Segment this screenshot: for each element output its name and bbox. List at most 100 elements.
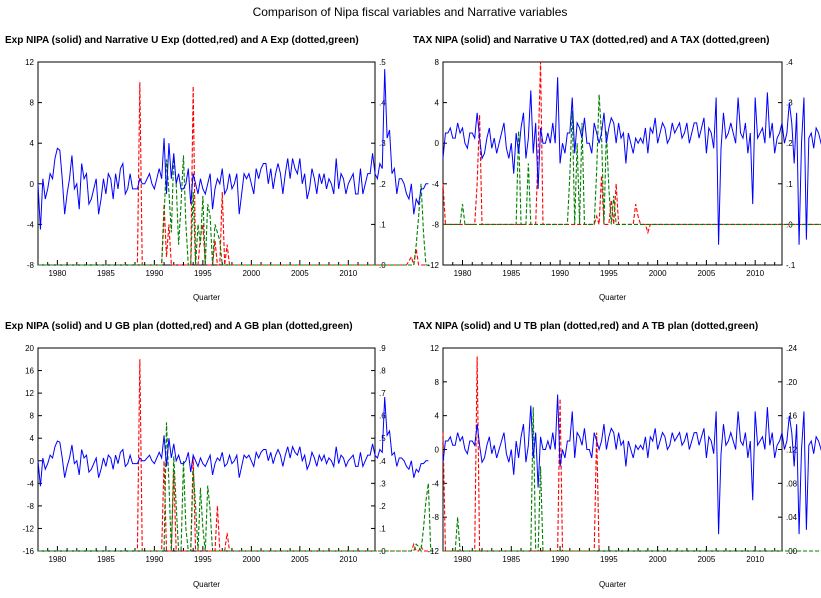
left-axis-tick-label: 4 <box>30 139 35 148</box>
right-axis-tick-label: .20 <box>786 378 798 387</box>
plot-frame <box>37 61 376 266</box>
left-axis-tick-label: 8 <box>435 58 440 67</box>
right-axis-tick-label: .08 <box>786 479 798 488</box>
x-axis-tick-label: 1985 <box>97 269 115 278</box>
plot-frame <box>442 347 783 552</box>
x-axis-tick-label: 1990 <box>551 269 569 278</box>
left-axis-tick-label: -12 <box>427 547 439 556</box>
right-axis-tick-label: .6 <box>379 412 386 421</box>
x-axis-tick-label: 1980 <box>48 269 66 278</box>
x-axis-tick-label: 1980 <box>454 555 472 564</box>
x-axis-tick-label: 2005 <box>697 269 715 278</box>
left-axis-tick-label: -8 <box>27 502 35 511</box>
right-axis-tick-label: .5 <box>379 58 386 67</box>
x-axis-tick-label: 1980 <box>454 269 472 278</box>
left-axis-tick-label: -4 <box>432 180 440 189</box>
right-axis-tick-label: .9 <box>379 344 386 353</box>
x-axis-tick-label: 1995 <box>194 555 212 564</box>
left-axis-tick-label: 8 <box>435 378 440 387</box>
left-axis-tick-label: 0 <box>30 457 35 466</box>
left-axis-tick-label: -4 <box>432 479 440 488</box>
left-axis-tick-label: -8 <box>432 513 440 522</box>
left-axis-tick-label: 16 <box>25 367 34 376</box>
figure-title: Comparison of Nipa fiscal variables and … <box>253 5 568 19</box>
x-axis-tick-label: 2005 <box>291 269 309 278</box>
plot-frame <box>37 347 376 552</box>
right-axis-tick-label: .8 <box>379 367 386 376</box>
right-axis-tick-label: .16 <box>786 412 798 421</box>
left-axis-tick-label: 8 <box>30 99 35 108</box>
x-axis-tick-label: 1995 <box>600 555 618 564</box>
x-axis-tick-label: 2000 <box>649 555 667 564</box>
x-axis-tick-label: 1995 <box>194 269 212 278</box>
left-axis-tick-label: -8 <box>27 261 35 270</box>
right-axis-tick-label: .4 <box>379 99 386 108</box>
left-axis-tick-label: 12 <box>25 389 34 398</box>
series-green-dashed <box>38 155 431 266</box>
x-axis-tick-label: 1985 <box>97 555 115 564</box>
x-axis-tick-label: 1985 <box>502 555 520 564</box>
left-axis-tick-label: -4 <box>27 220 35 229</box>
plot-frame <box>442 61 783 266</box>
x-axis-tick-label: 2010 <box>339 269 357 278</box>
right-axis-tick-label: .1 <box>379 524 386 533</box>
x-axis-tick-label: 2010 <box>746 555 764 564</box>
left-axis-tick-label: 0 <box>435 139 440 148</box>
left-axis-tick-label: 8 <box>30 412 35 421</box>
x-axis-tick-label: 2000 <box>242 269 260 278</box>
left-axis-tick-label: 4 <box>30 434 35 443</box>
left-axis-tick-label: 0 <box>30 180 35 189</box>
left-axis-tick-label: 12 <box>25 58 34 67</box>
x-axis-label: Quarter <box>193 293 220 302</box>
right-axis-tick-label: .24 <box>786 344 798 353</box>
series-blue-solid <box>37 69 429 230</box>
series-blue-solid <box>442 394 821 535</box>
right-axis-tick-label: .4 <box>786 58 793 67</box>
left-axis-tick-label: -12 <box>22 524 34 533</box>
x-axis-tick-label: 1990 <box>551 555 569 564</box>
x-axis-tick-label: 2005 <box>291 555 309 564</box>
right-axis-tick-label: .04 <box>786 513 798 522</box>
x-axis-tick-label: 1990 <box>145 269 163 278</box>
right-axis-tick-label: .3 <box>379 479 386 488</box>
left-axis-tick-label: -16 <box>22 547 34 556</box>
right-axis-tick-label: .2 <box>379 180 386 189</box>
series-red-dashed <box>38 359 434 552</box>
x-axis-label: Quarter <box>193 580 220 589</box>
panel-title: Exp NIPA (solid) and U GB plan (dotted,r… <box>5 321 353 332</box>
x-axis-tick-label: 1980 <box>48 555 66 564</box>
x-axis-tick-label: 1995 <box>600 269 618 278</box>
right-axis-tick-label: -.1 <box>786 261 796 270</box>
chart-panel-3: Exp NIPA (solid) and U GB plan (dotted,r… <box>5 321 436 589</box>
x-axis-label: Quarter <box>599 580 626 589</box>
left-axis-tick-label: -8 <box>432 220 440 229</box>
right-axis-tick-label: .12 <box>786 446 798 455</box>
right-axis-tick-label: .7 <box>379 389 386 398</box>
panel-title: TAX NIPA (solid) and U TB plan (dotted,r… <box>413 321 758 332</box>
right-axis-tick-label: .1 <box>786 180 793 189</box>
x-axis-label: Quarter <box>599 293 626 302</box>
series-blue-solid <box>442 77 821 245</box>
series-green-dashed <box>443 407 821 552</box>
left-axis-tick-label: 12 <box>430 344 439 353</box>
series-blue-solid <box>37 397 429 487</box>
left-axis-tick-label: 4 <box>435 99 440 108</box>
x-axis-tick-label: 2000 <box>649 269 667 278</box>
left-axis-tick-label: 20 <box>25 344 34 353</box>
left-axis-tick-label: 0 <box>435 446 440 455</box>
x-axis-tick-label: 2005 <box>697 555 715 564</box>
panel-title: Exp NIPA (solid) and Narrative U Exp (do… <box>5 35 359 46</box>
chart-panel-1: Exp NIPA (solid) and Narrative U Exp (do… <box>5 35 431 302</box>
left-axis-tick-label: -12 <box>427 261 439 270</box>
right-axis-tick-label: .2 <box>786 139 793 148</box>
right-axis-tick-label: .4 <box>379 457 386 466</box>
series-green-dashed <box>38 422 436 553</box>
right-axis-tick-label: .2 <box>379 502 386 511</box>
panel-title: TAX NIPA (solid) and Narrative U TAX (do… <box>413 35 770 46</box>
x-axis-tick-label: 1990 <box>145 555 163 564</box>
chart-panel-4: TAX NIPA (solid) and U TB plan (dotted,r… <box>413 321 821 589</box>
right-axis-tick-label: .1 <box>379 220 386 229</box>
x-axis-tick-label: 2000 <box>242 555 260 564</box>
x-axis-tick-label: 2010 <box>339 555 357 564</box>
